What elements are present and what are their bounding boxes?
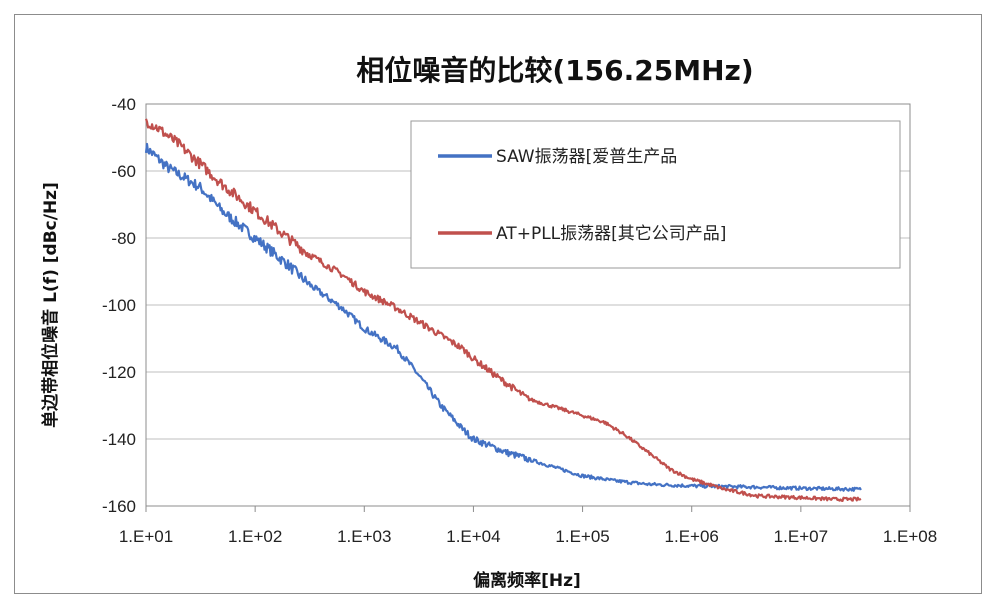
- x-axis-label: 偏离频率[Hz]: [473, 570, 581, 591]
- x-tick-label: 1.E+02: [228, 527, 282, 546]
- legend: SAW振荡器[爱普生产品 AT+PLL振荡器[其它公司产品]: [410, 120, 901, 269]
- series-layer: [144, 118, 862, 502]
- x-tick-label: 1.E+04: [446, 527, 500, 546]
- y-tick-label: -60: [111, 162, 136, 181]
- chart-frame: [14, 14, 982, 594]
- y-axis-ticks: -40 -60 -80 -100 -120 -140 -160: [102, 95, 136, 516]
- plot-area: [145, 103, 911, 507]
- legend-label-saw: SAW振荡器[爱普生产品: [496, 147, 677, 167]
- series-line-1: [144, 118, 862, 502]
- x-tick-label: 1.E+08: [883, 527, 937, 546]
- x-tick-label: 1.E+05: [555, 527, 609, 546]
- x-tick-label: 1.E+01: [119, 527, 173, 546]
- y-tick-label: -40: [111, 95, 136, 114]
- y-tick-label: -80: [111, 229, 136, 248]
- x-axis-ticks: 1.E+01 1.E+02 1.E+03 1.E+04 1.E+05 1.E+06 1.E+…: [119, 506, 937, 546]
- y-tick-label: -140: [102, 430, 136, 449]
- x-tick-label: 1.E+07: [774, 527, 828, 546]
- y-axis-label: 单边带相位噪音 L(f) [dBc/Hz]: [40, 182, 61, 428]
- y-tick-label: -100: [102, 296, 136, 315]
- x-tick-label: 1.E+06: [665, 527, 719, 546]
- x-tick-label: 1.E+03: [337, 527, 391, 546]
- y-tick-label: -120: [102, 363, 136, 382]
- chart-title: 相位噪音的比较(156.25MHz): [356, 54, 753, 87]
- legend-label-at-pll: AT+PLL振荡器[其它公司产品]: [496, 224, 726, 244]
- y-tick-label: -160: [102, 497, 136, 516]
- series-line-0: [144, 142, 862, 492]
- legend-box: [410, 120, 901, 269]
